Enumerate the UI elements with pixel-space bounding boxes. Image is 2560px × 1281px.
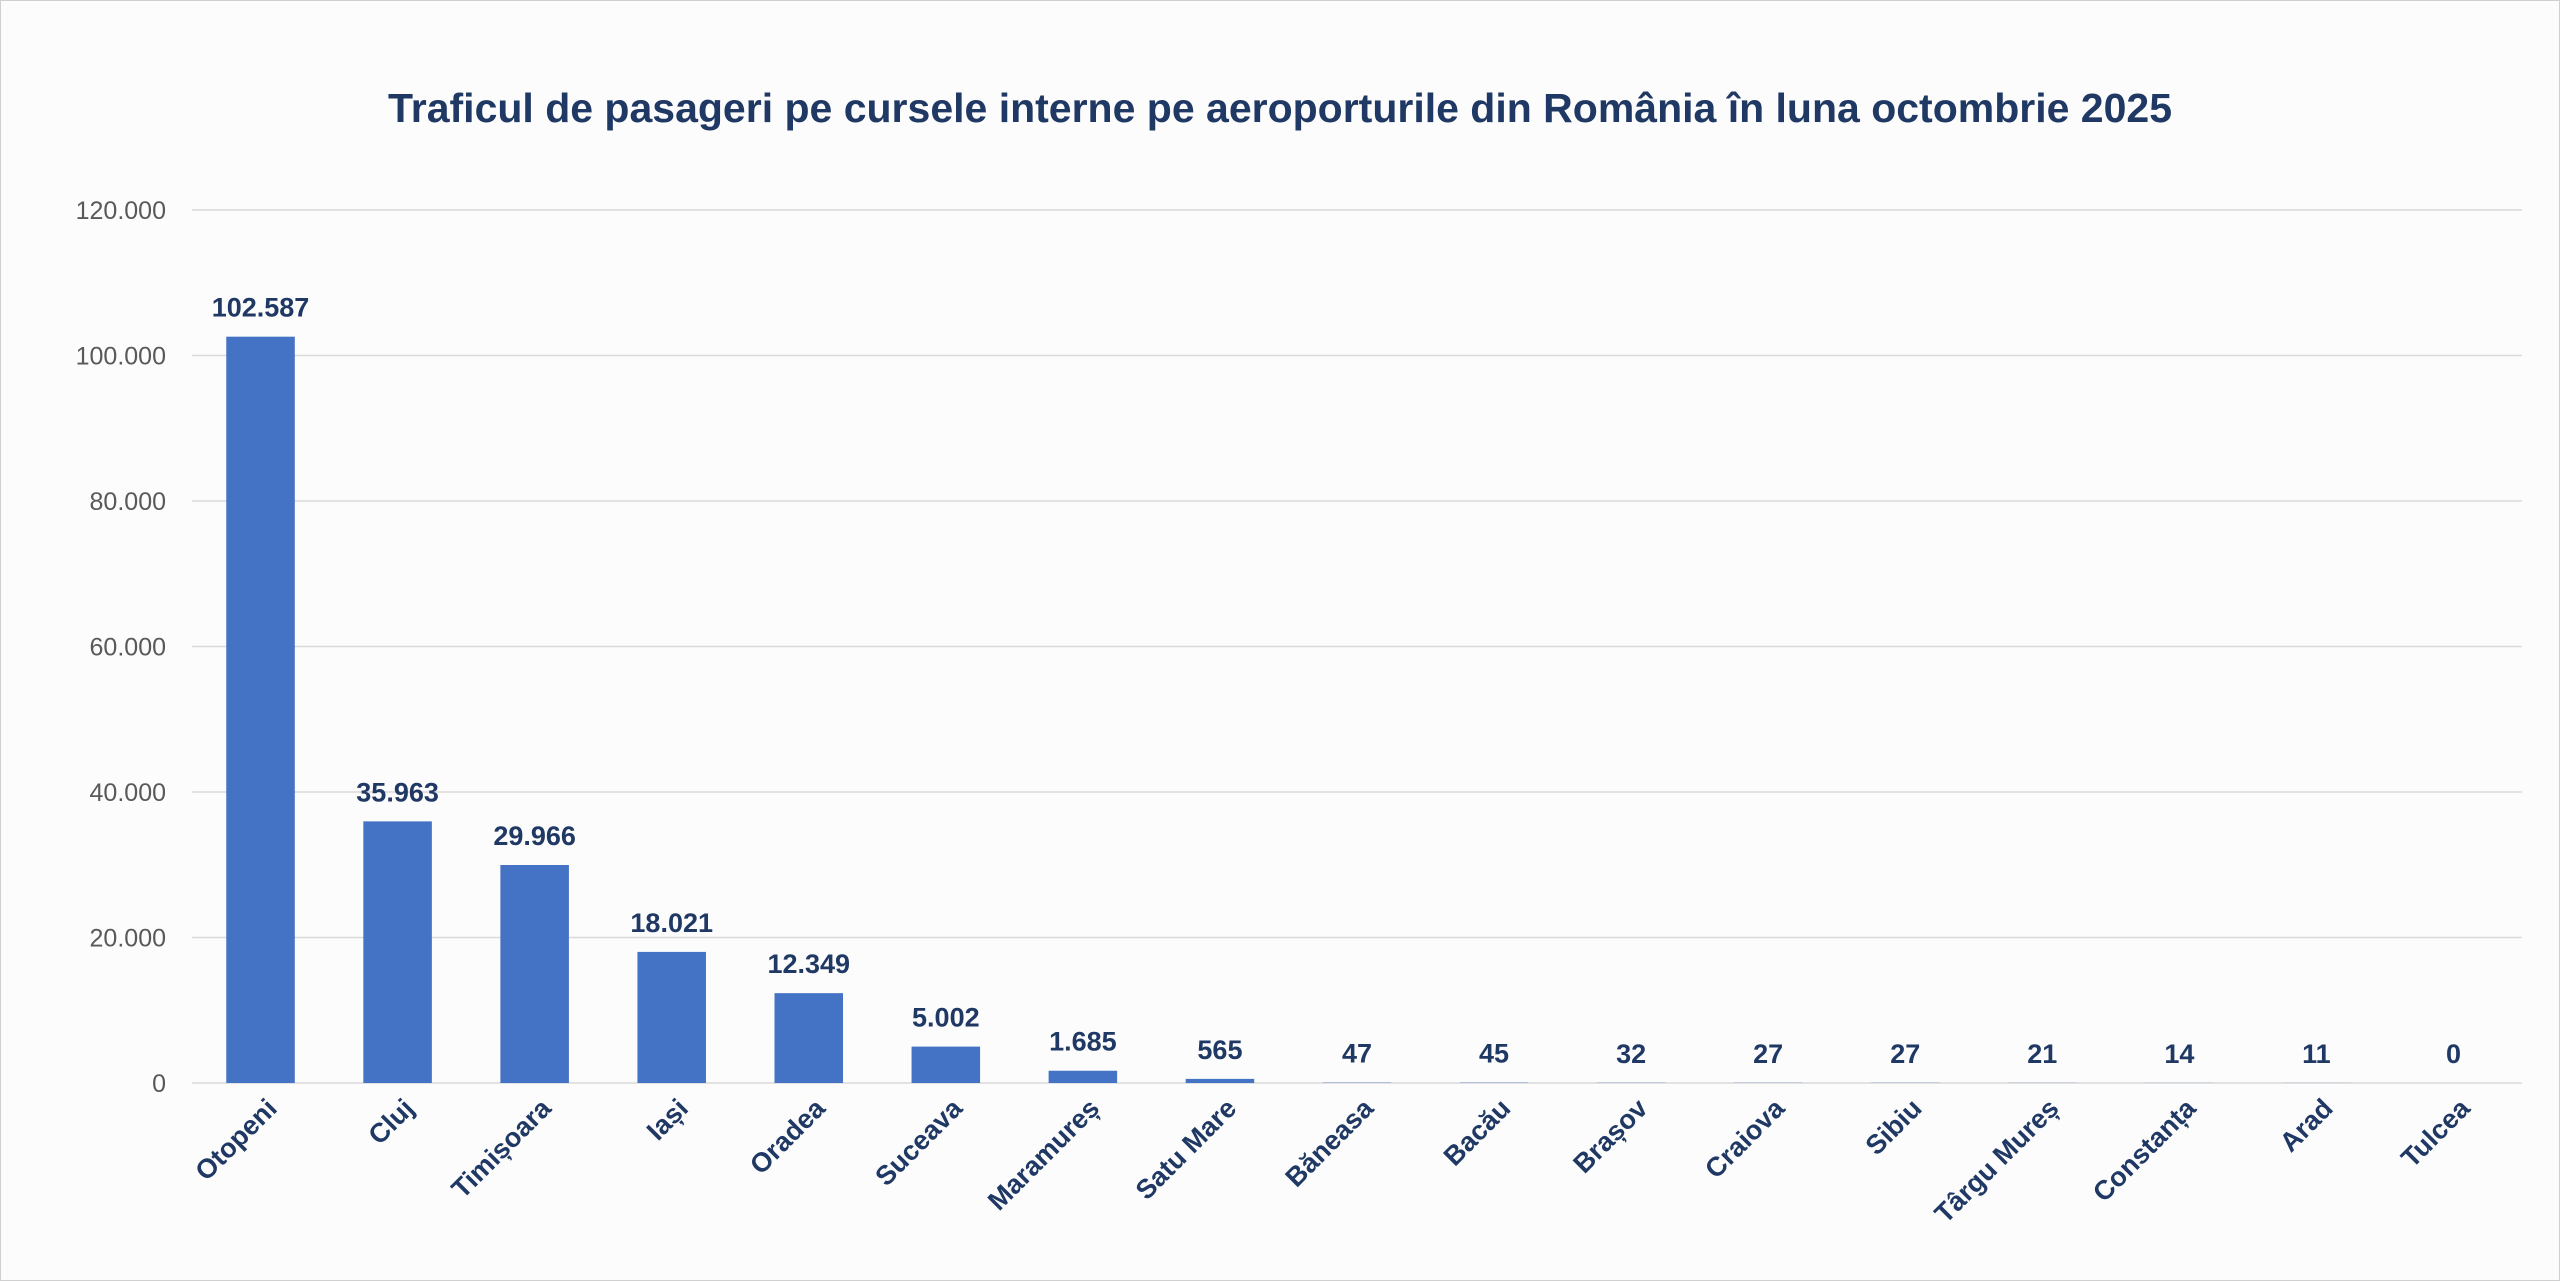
data-label: 29.966 bbox=[493, 821, 576, 851]
data-label: 14 bbox=[2164, 1039, 2194, 1069]
x-tick-label: Maramureș bbox=[982, 1093, 1105, 1216]
data-label: 565 bbox=[1197, 1035, 1242, 1065]
x-tick-label: Târgu Mureș bbox=[1929, 1093, 2065, 1229]
y-tick-label: 0 bbox=[152, 1070, 166, 1098]
x-tick-label: Sibiu bbox=[1860, 1093, 1928, 1161]
y-tick-label: 100.000 bbox=[76, 343, 166, 371]
x-tick-label: Brașov bbox=[1567, 1093, 1653, 1179]
bar bbox=[637, 951, 706, 1083]
data-label: 45 bbox=[1479, 1039, 1509, 1069]
x-tick-label: Bacău bbox=[1438, 1093, 1517, 1172]
gridlines bbox=[192, 209, 2522, 1084]
bar bbox=[1185, 1078, 1255, 1083]
bar bbox=[911, 1046, 981, 1083]
y-tick-label: 40.000 bbox=[90, 779, 166, 807]
bar bbox=[363, 821, 432, 1083]
data-label: 27 bbox=[1753, 1039, 1783, 1069]
data-label: 21 bbox=[2027, 1039, 2057, 1069]
x-tick-label: Constanța bbox=[2087, 1092, 2202, 1207]
bar bbox=[774, 993, 844, 1083]
data-label: 47 bbox=[1342, 1039, 1372, 1069]
data-label: 102.587 bbox=[212, 293, 310, 323]
x-axis-category-labels: Otopeni Cluj Timișoara Iași Oradea Suceava Mar… bbox=[189, 1092, 2476, 1228]
data-label: 5.002 bbox=[912, 1003, 980, 1033]
x-tick-label: Băneasa bbox=[1279, 1092, 1379, 1192]
data-label: 11 bbox=[2302, 1039, 2331, 1069]
y-tick-label: 80.000 bbox=[90, 488, 166, 516]
x-tick-label: Suceava bbox=[869, 1092, 968, 1191]
x-tick-label: Satu Mare bbox=[1130, 1093, 1242, 1205]
x-tick-label: Arad bbox=[2274, 1093, 2339, 1158]
chart-title: Traficul de pasageri pe cursele interne … bbox=[387, 85, 2173, 131]
data-label: 32 bbox=[1616, 1039, 1646, 1069]
x-tick-label: Craiova bbox=[1699, 1092, 1791, 1184]
bars bbox=[226, 336, 2351, 1083]
x-tick-label: Oradea bbox=[744, 1092, 832, 1180]
bar bbox=[226, 336, 295, 1083]
x-tick-label: Tulcea bbox=[2395, 1092, 2476, 1173]
x-tick-label: Cluj bbox=[363, 1093, 420, 1150]
y-tick-label: 60.000 bbox=[90, 634, 166, 662]
y-tick-label: 120.000 bbox=[76, 197, 166, 225]
x-tick-label: Timișoara bbox=[446, 1092, 558, 1204]
data-label: 0 bbox=[2446, 1039, 2461, 1069]
data-labels: 102.587 35.963 29.966 18.021 12.349 5.002 1.68… bbox=[212, 293, 2461, 1069]
x-tick-label: Otopeni bbox=[189, 1093, 282, 1186]
data-label: 35.963 bbox=[356, 777, 439, 807]
y-tick-label: 20.000 bbox=[90, 925, 166, 953]
bar bbox=[1048, 1070, 1118, 1083]
data-label: 27 bbox=[1890, 1039, 1920, 1069]
bar bbox=[500, 864, 569, 1083]
y-axis-tick-labels: 0 20.000 40.000 60.000 80.000 100.000 120.000 bbox=[76, 197, 166, 1098]
data-label: 1.685 bbox=[1049, 1027, 1117, 1057]
data-label: 18.021 bbox=[630, 908, 713, 938]
x-tick-label: Iași bbox=[641, 1093, 694, 1146]
data-label: 12.349 bbox=[767, 949, 850, 979]
